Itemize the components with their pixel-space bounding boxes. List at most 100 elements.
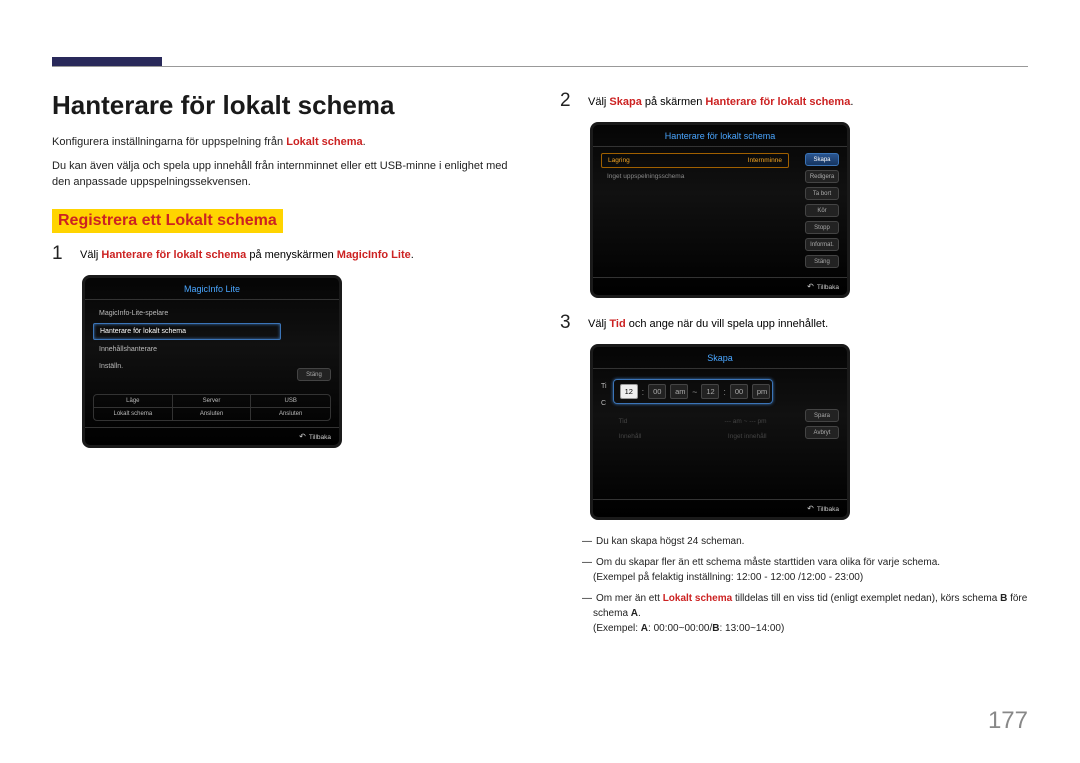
scr2-title: Hanterare för lokalt schema [593,125,847,146]
t: Skapa [609,96,641,108]
t: MagicInfo Lite [337,249,411,261]
t: A [641,623,648,634]
right-column: 2 Välj Skapa på skärmen Hanterare för lo… [560,90,1028,642]
dash-icon: ― [582,536,592,547]
back-label[interactable]: Tillbaka [309,434,331,441]
label: C [601,400,607,407]
t: : 00:00~00:00/ [648,623,712,634]
header-rule [52,66,1028,67]
menu-item[interactable]: Inställn. [93,359,281,374]
th: USB [251,395,330,408]
return-icon [807,506,817,513]
step-text: Välj Hanterare för lokalt schema på meny… [80,243,414,265]
step-number: 3 [560,312,576,334]
return-icon [299,434,309,441]
intro-post: . [363,136,366,148]
delete-button[interactable]: Ta bort [805,187,839,200]
min2[interactable]: 00 [730,384,748,399]
time-field: 12 : 00 am ~ 12 : 00 pm Tid --- am [613,375,773,444]
screenshot-magicinfo-lite: MagicInfo Lite Stäng MagicInfo-Lite-spel… [82,275,342,448]
hour2[interactable]: 12 [701,384,719,399]
scr2-button-col: Skapa Redigera Ta bort Kör Stopp Informa… [805,153,839,268]
t: . [638,608,641,619]
page-title: Hanterare för lokalt schema [52,90,520,121]
step-number: 2 [560,90,576,112]
scr2-body: Skapa Redigera Ta bort Kör Stopp Informa… [593,147,847,277]
step-text: Välj Skapa på skärmen Hanterare för loka… [588,90,853,112]
t: A [631,608,638,619]
t: tilldelas till en viss tid (enligt exemp… [732,593,1000,604]
hour1[interactable]: 12 [620,384,638,399]
th: Server [173,395,252,408]
save-button[interactable]: Spara [805,409,839,422]
run-button[interactable]: Kör [805,204,839,217]
screenshot-schedule-manager: Hanterare för lokalt schema Skapa Redige… [590,122,850,298]
min1[interactable]: 00 [648,384,666,399]
scr3-body: Spara Avbryt Ti C 12 : 00 am ~ [593,369,847,499]
t: Välj [588,96,609,108]
ampm1[interactable]: am [670,384,688,399]
footnote-2: ― Om du skapar fler än ett schema måste s… [582,555,1028,585]
t: Tid [609,318,625,330]
ampm2[interactable]: pm [752,384,770,399]
row-labels: Ti C [601,375,607,407]
create-button[interactable]: Skapa [805,153,839,166]
t: på skärmen [642,96,706,108]
left-column: Hanterare för lokalt schema Konfigurera … [52,90,520,642]
dim-r: --- am ~ --- pm [725,418,767,425]
t: Om mer än ett [596,593,663,604]
intern-label: Internminne [748,157,782,164]
scr2-footer: Tillbaka [593,277,847,295]
th: Läge [94,395,173,408]
edit-button[interactable]: Redigera [805,170,839,183]
t: och ange när du vill spela upp innehålle… [626,318,828,330]
footnote-3: ― Om mer än ett Lokalt schema tilldelas t… [582,591,1028,636]
footnotes: ―Du kan skapa högst 24 scheman. ― Om du s… [582,534,1028,636]
footnote-1: ―Du kan skapa högst 24 scheman. [582,534,1028,549]
close-button[interactable]: Stäng [805,255,839,268]
scr1-body: Stäng MagicInfo-Lite-spelare Hanterare f… [85,300,339,427]
td: Lokalt schema [94,408,173,420]
intro-text-1: Konfigurera inställningarna för uppspeln… [52,135,520,151]
menu-item-active[interactable]: Hanterare för lokalt schema [93,323,281,340]
stop-button[interactable]: Stopp [805,221,839,234]
scr3-button-col: Spara Avbryt [805,409,839,439]
header-accent-bar [52,57,162,66]
scr1-footer: Tillbaka [85,427,339,445]
scr3-title: Skapa [593,347,847,368]
t: Hanterare för lokalt schema [705,96,850,108]
menu-item[interactable]: Innehållshanterare [93,342,281,357]
no-schedule-msg: Inget uppspelningsschema [601,171,789,180]
cancel-button[interactable]: Avbryt [805,426,839,439]
t: Lokalt schema [663,593,732,604]
info-button[interactable]: Informat. [805,238,839,251]
step-2: 2 Välj Skapa på skärmen Hanterare för lo… [560,90,1028,112]
page-number: 177 [988,707,1028,735]
back-label[interactable]: Tillbaka [817,284,839,291]
close-button[interactable]: Stäng [297,368,331,381]
intro-red: Lokalt schema [286,136,362,148]
back-label[interactable]: Tillbaka [817,506,839,513]
tilde: ~ [692,387,697,397]
t: . [411,249,414,261]
time-input-row[interactable]: 12 : 00 am ~ 12 : 00 pm [613,379,773,404]
t: B [712,623,719,634]
step-1: 1 Välj Hanterare för lokalt schema på me… [52,243,520,265]
t: : 13:00~14:00) [720,623,785,634]
menu-item[interactable]: MagicInfo-Lite-spelare [93,306,281,321]
t: Om du skapar fler än ett schema måste st… [596,557,940,568]
colon: : [642,387,645,397]
scr2-main: Lagring Internminne Inget uppspelningssc… [601,153,839,180]
return-icon [807,284,817,291]
t: på menyskärmen [246,249,336,261]
dim-l: Tid [619,418,628,425]
dash-icon: ― [582,593,592,604]
td: Ansluten [251,408,330,420]
t: . [850,96,853,108]
scr3-row1: Ti C 12 : 00 am ~ 12 : 00 p [601,375,839,444]
scr3-footer: Tillbaka [593,499,847,517]
dim-row-1: Tid --- am ~ --- pm [613,414,773,429]
t: Hanterare för lokalt schema [101,249,246,261]
dash-icon: ― [582,557,592,568]
scr1-button-col: Stäng [297,368,331,381]
